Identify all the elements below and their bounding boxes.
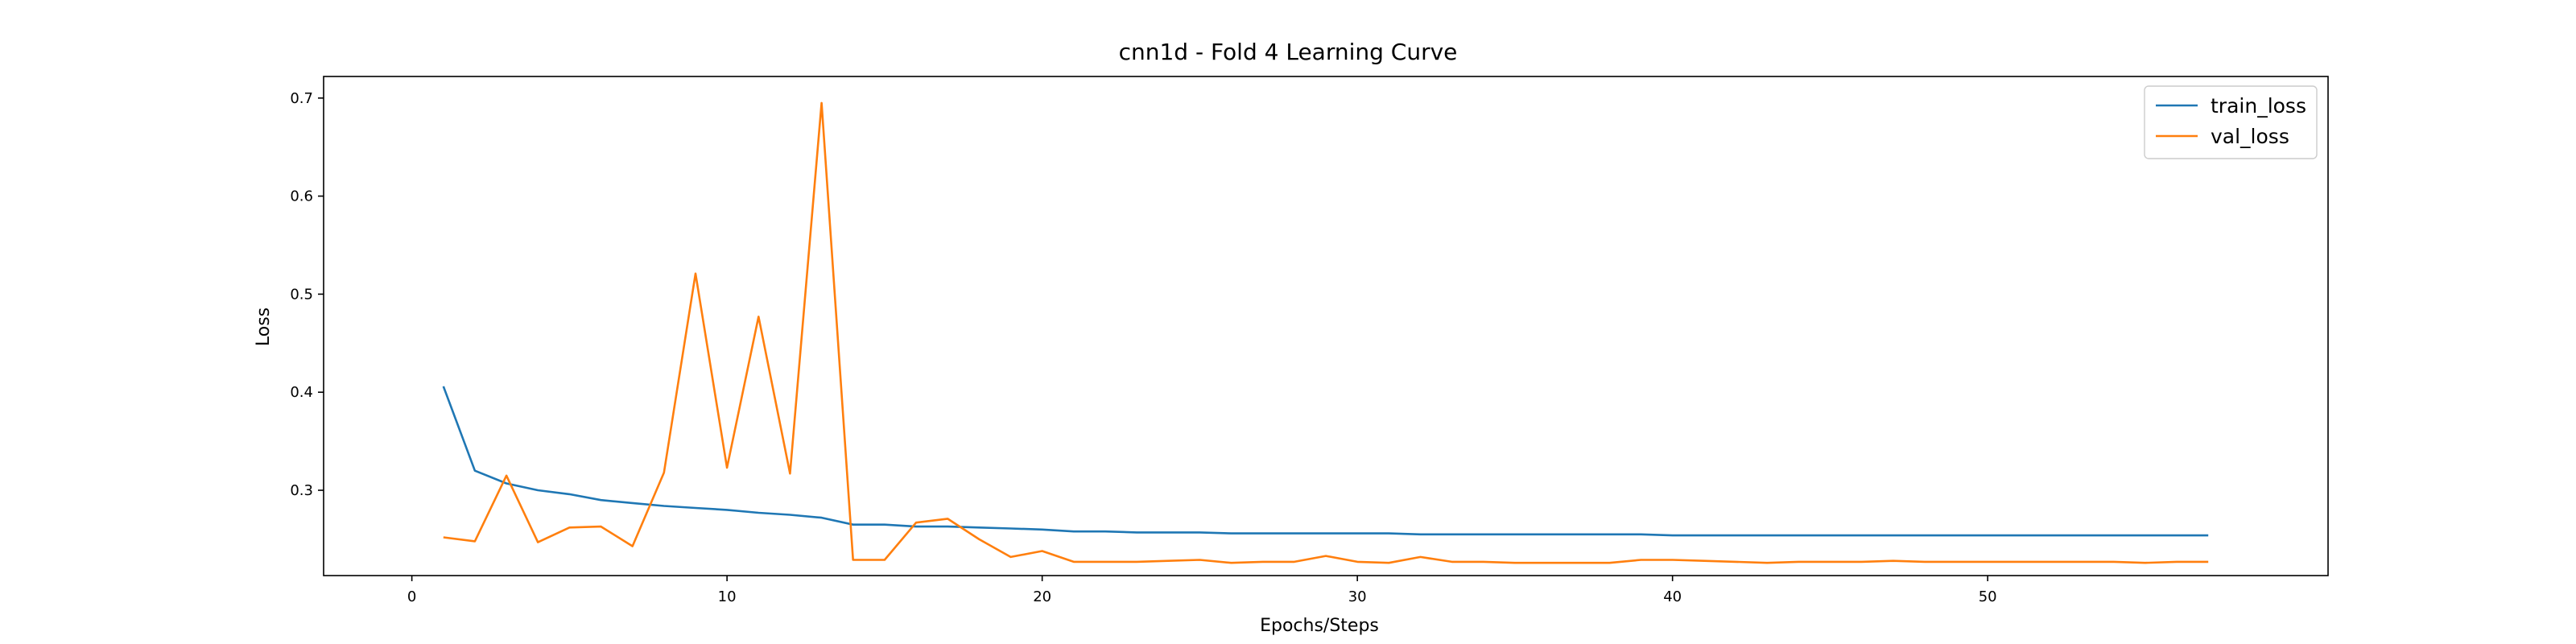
y-tick-label: 0.5 [290,286,313,303]
y-tick-label: 0.7 [290,90,313,107]
x-axis-label: Epochs/Steps [1260,616,1379,636]
x-tick-label: 10 [718,588,737,605]
x-tick-label: 30 [1348,588,1367,605]
legend-label-train-loss: train_loss [2211,94,2306,118]
x-tick-label: 50 [1979,588,1997,605]
x-tick-label: 0 [407,588,416,605]
chart-title: cnn1d - Fold 4 Learning Curve [1119,39,1458,65]
y-axis-label: Loss [254,308,274,346]
y-tick-label: 0.4 [290,384,313,401]
legend-label-val-loss: val_loss [2211,125,2289,148]
y-tick-label: 0.6 [290,188,313,205]
series-line-val-loss [443,101,2209,564]
x-tick-label: 20 [1033,588,1051,605]
x-tick-label: 40 [1663,588,1682,605]
plot-frame [323,76,2329,576]
legend: train_loss val_loss [2144,85,2318,159]
legend-box [2144,85,2318,159]
y-axis-ticks: 0.3 0.4 0.5 0.6 0.7 [290,90,324,499]
x-axis-ticks: 0 10 20 30 40 50 [407,576,1997,605]
y-tick-label: 0.3 [290,482,313,499]
plot-lines [442,101,2209,564]
series-line-train-loss [442,386,2209,537]
